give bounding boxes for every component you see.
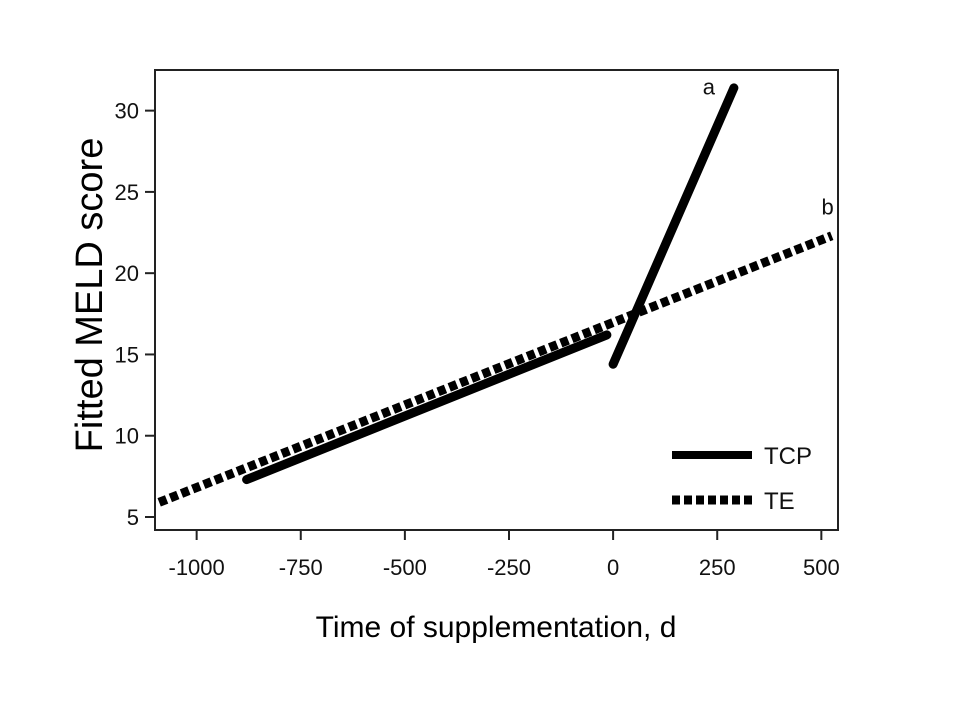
x-tick-label: -250 [487,555,531,580]
x-tick-label: -500 [383,555,427,580]
y-tick-label: 25 [115,180,139,205]
x-tick-label: -1000 [169,555,225,580]
annotation-b: b [821,195,833,220]
x-tick-label: 500 [803,555,840,580]
plot-frame [154,69,839,531]
annotation-a: a [703,74,716,99]
tcp-line-segment-2 [608,83,739,369]
x-tick-label: -750 [279,555,323,580]
te-line-segment-1 [157,231,834,507]
legend-te-label: TE [764,488,795,515]
x-tick-label: 0 [607,555,619,580]
y-tick-label: 15 [115,342,139,367]
y-tick-label: 5 [127,505,139,530]
y-tick-label: 30 [115,99,139,124]
y-tick-label: 20 [115,261,139,286]
y-tick-label: 10 [115,424,139,449]
tcp-line-segment-1 [242,330,612,485]
x-axis-title: Time of supplementation, d [316,611,677,644]
y-axis-title: Fitted MELD score [69,138,111,453]
x-tick-label: 250 [699,555,736,580]
legend-tcp-label: TCP [764,443,812,470]
